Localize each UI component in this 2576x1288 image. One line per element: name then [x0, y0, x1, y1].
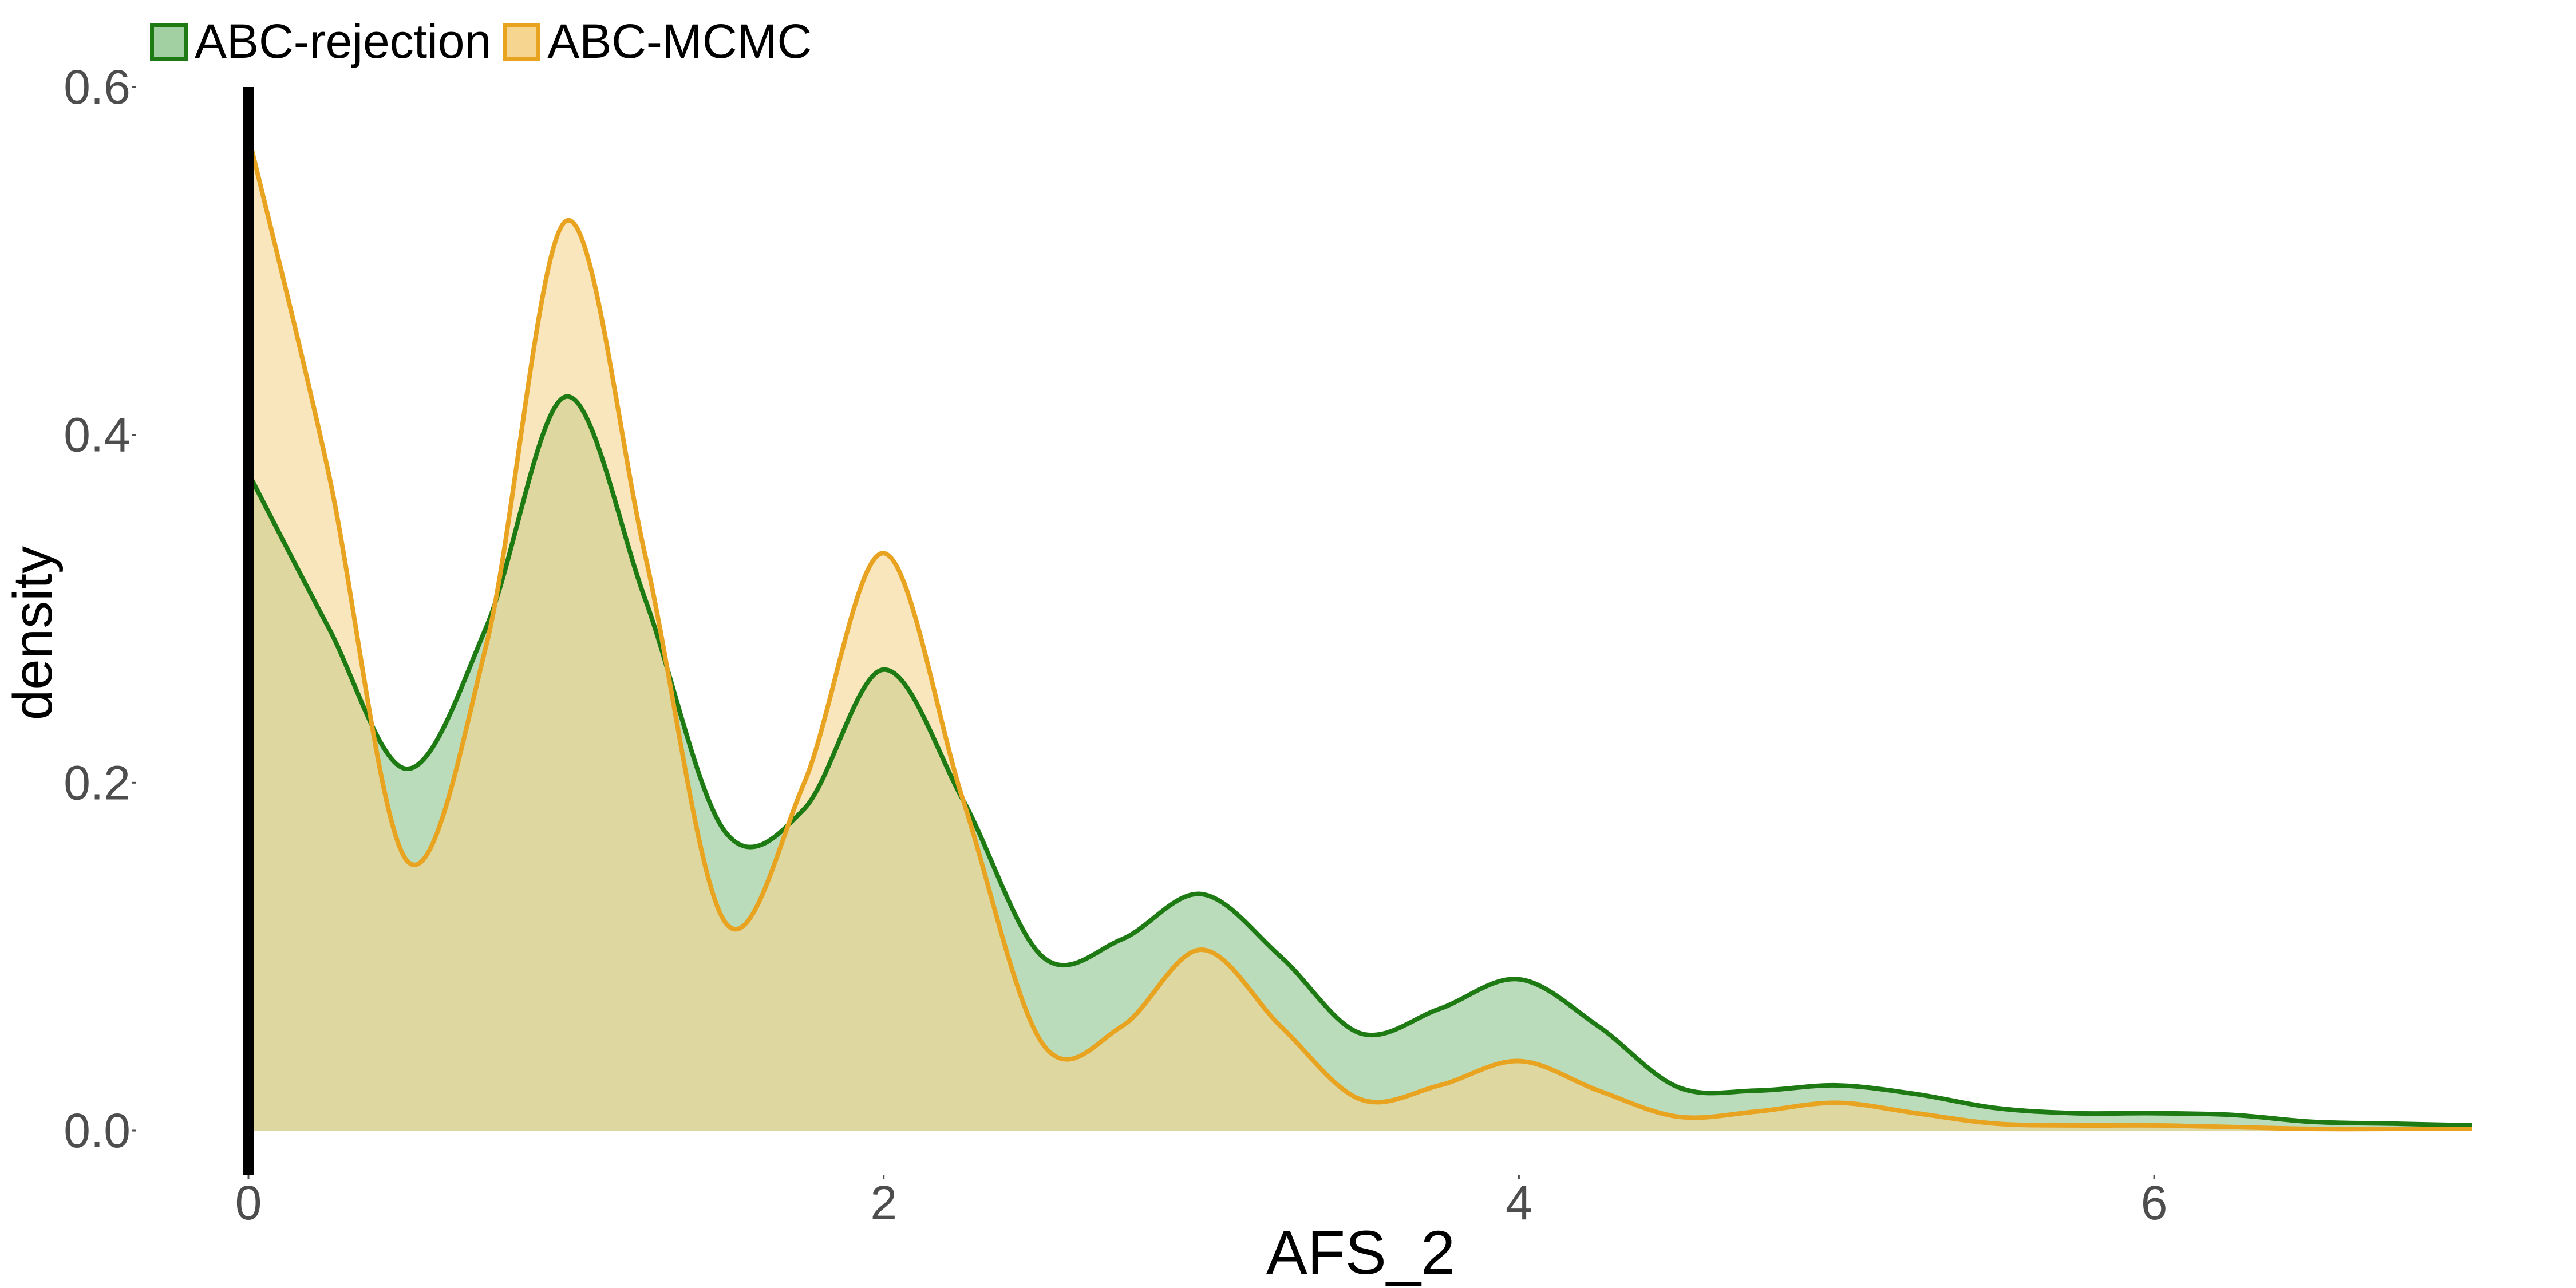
y-axis-ticks: 0.0 0.2 0.4 0.6: [64, 60, 136, 1157]
x-axis-title: AFS_2: [1266, 1218, 1455, 1287]
density-areas: [248, 136, 2472, 1131]
x-tick-label: 4: [1506, 1176, 1532, 1230]
density-lines: [246, 135, 2472, 1132]
y-tick-label: 0.6: [64, 60, 131, 114]
x-axis-ticks: 0 2 4 6: [235, 1175, 2168, 1230]
x-tick-label: 6: [2141, 1176, 2168, 1230]
y-axis-title: density: [2, 546, 64, 720]
area-abc-mcmc: [248, 136, 2472, 1131]
legend-label-abc-rejection: ABC-rejection: [195, 14, 492, 68]
line-abc-mcmc: [246, 135, 2472, 1132]
x-tick-label: 2: [870, 1176, 897, 1230]
legend-item-abc-mcmc: ABC-MCMC: [503, 14, 812, 69]
line-abc-rejection: [246, 394, 2472, 1128]
legend-item-abc-rejection: ABC-rejection: [150, 14, 491, 69]
x-tick-label: 0: [235, 1176, 262, 1230]
legend: ABC-rejection ABC-MCMC: [150, 14, 823, 69]
legend-label-abc-mcmc: ABC-MCMC: [547, 14, 812, 68]
legend-swatch-abc-mcmc: [503, 22, 541, 61]
legend-swatch-abc-rejection: [150, 22, 188, 61]
y-tick-label: 0.0: [64, 1104, 131, 1157]
y-tick-label: 0.4: [64, 408, 131, 462]
y-tick-label: 0.2: [64, 756, 131, 809]
